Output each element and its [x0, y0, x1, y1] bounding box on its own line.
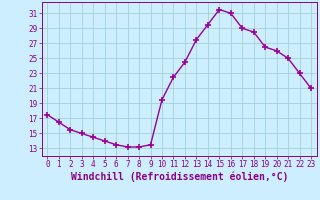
X-axis label: Windchill (Refroidissement éolien,°C): Windchill (Refroidissement éolien,°C) [70, 172, 288, 182]
